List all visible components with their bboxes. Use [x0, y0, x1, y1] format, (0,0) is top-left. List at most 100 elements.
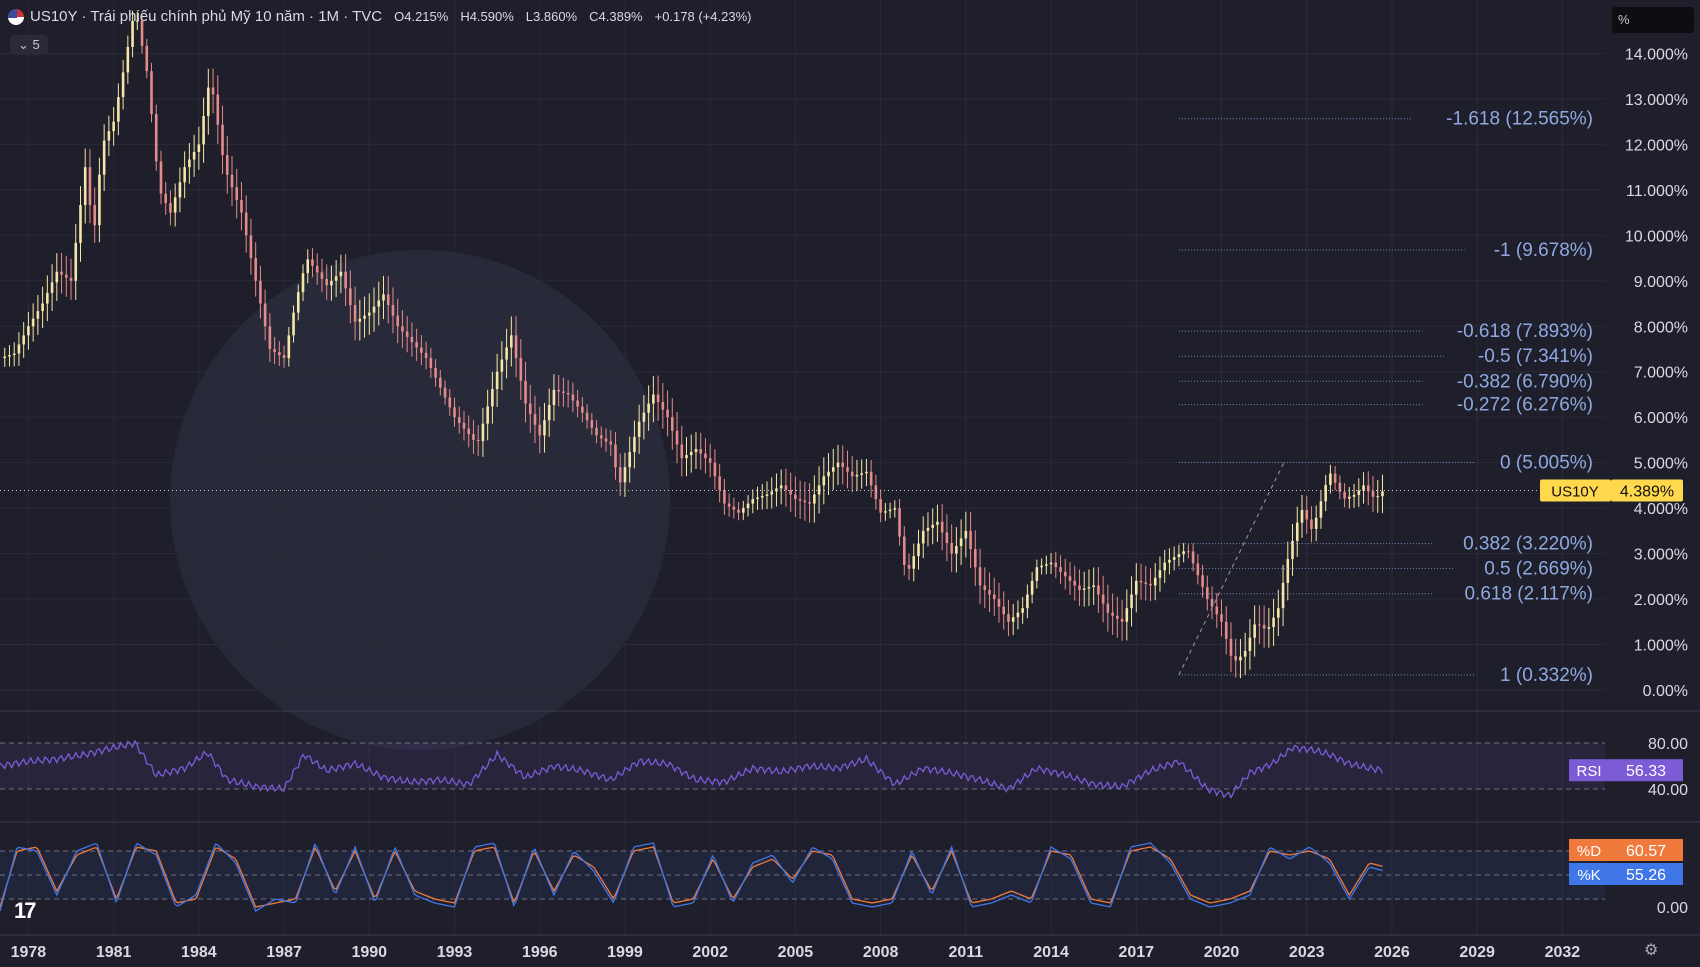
price-tick-label: 1.000%: [1634, 638, 1688, 655]
candle-body: [396, 315, 399, 327]
candle-body: [983, 585, 987, 590]
candle-body: [216, 94, 220, 125]
candle-body: [457, 417, 461, 423]
candle-body: [1191, 551, 1195, 564]
candle-body: [391, 305, 395, 316]
candle-body: [1158, 570, 1162, 578]
candle-body: [1054, 562, 1058, 568]
rsi-value-label: 56.33: [1626, 763, 1666, 780]
candle-body: [273, 349, 276, 353]
last-price-badge: [1611, 479, 1683, 502]
candle-body: [476, 439, 480, 442]
candle-body: [292, 312, 295, 336]
candle-body: [1063, 571, 1067, 577]
candle-body: [230, 174, 234, 188]
candle-body: [83, 167, 87, 206]
indicator-collapse-button[interactable]: ⌄ 5: [10, 35, 48, 55]
time-axis: 1978 1981 1984 1987 1990 1993 1996 1999 2002 2005…: [11, 944, 1581, 961]
candle-body: [372, 306, 376, 313]
candle-body: [315, 265, 319, 273]
candle-body: [1177, 554, 1181, 558]
candle-body: [907, 564, 911, 569]
candle-body: [656, 394, 660, 403]
candle-body: [1319, 501, 1323, 518]
candle-body: [98, 174, 101, 226]
candle-body: [410, 336, 414, 343]
candle-body: [685, 455, 688, 459]
candle-body: [278, 352, 281, 356]
candle-body: [1187, 551, 1190, 553]
candle-body: [145, 45, 149, 72]
fib-level-label: 0.5 (2.669%): [1484, 559, 1593, 580]
stoch-d-name: %D: [1577, 843, 1601, 860]
candle-body: [1210, 599, 1214, 607]
candle-body: [1059, 567, 1062, 572]
candle-body: [8, 355, 11, 357]
candle-body: [940, 521, 944, 533]
candle-body: [822, 476, 826, 486]
stoch-k-name: %K: [1577, 867, 1600, 884]
candle-body: [647, 403, 650, 413]
candle-body: [249, 235, 253, 259]
candle-body: [207, 87, 210, 116]
candle-body: [1016, 612, 1020, 618]
candle-body: [164, 193, 168, 204]
candle-body: [1168, 559, 1171, 563]
stoch-k-line: [0, 842, 1383, 912]
candle-body: [633, 436, 636, 453]
candle-body: [150, 71, 153, 115]
unit-box[interactable]: %: [1612, 7, 1694, 33]
candle-body: [486, 406, 489, 424]
time-tick-label: 2005: [778, 944, 814, 961]
grid: [0, 0, 1700, 936]
time-tick-label: 2023: [1289, 944, 1325, 961]
candle-body: [1206, 587, 1209, 600]
ohlc-close: C4.389%: [589, 9, 643, 24]
candle-body: [244, 212, 248, 236]
candle-body: [339, 271, 343, 277]
candle-body: [576, 400, 579, 407]
fib-level-label: -0.618 (7.893%): [1457, 321, 1593, 342]
candle-body: [349, 288, 352, 306]
candle-body: [41, 303, 44, 312]
candle-body: [1139, 580, 1143, 583]
candle-body: [798, 499, 802, 501]
candle-body: [22, 335, 25, 345]
candle-body: [1149, 583, 1152, 586]
candle-body: [296, 292, 300, 313]
candle-body: [1030, 580, 1034, 595]
price-tick-label: 6.000%: [1634, 410, 1688, 427]
candle-body: [770, 491, 774, 495]
candle-body: [401, 326, 404, 332]
candle-body: [1082, 588, 1086, 590]
candle-body: [1348, 496, 1351, 499]
candle-body: [448, 397, 452, 408]
candle-body: [1366, 485, 1370, 492]
candle-body: [760, 496, 764, 498]
candle-body: [879, 499, 882, 513]
candle-body: [367, 312, 371, 316]
candle-body: [831, 467, 835, 472]
candle-body: [121, 72, 125, 98]
watermark: [170, 250, 670, 750]
candle-body: [282, 355, 286, 359]
candle-body: [1281, 582, 1285, 609]
candle-body: [902, 536, 906, 565]
ohlc-low: L3.860%: [525, 9, 578, 24]
time-tick-label: 1990: [351, 944, 387, 961]
chart-title[interactable]: US10Y · Trái phiếu chính phủ Mỹ 10 năm ·…: [30, 8, 383, 25]
candle-body: [1248, 637, 1252, 651]
candle-body: [898, 508, 901, 537]
candle-body: [1371, 491, 1375, 497]
candle-body: [917, 543, 920, 557]
time-tick-label: 1993: [437, 944, 473, 961]
candle-body: [808, 502, 811, 504]
fib-level-label: -1.618 (12.565%): [1446, 109, 1593, 130]
settings-gear-icon[interactable]: ⚙: [1644, 942, 1659, 959]
candle-body: [543, 420, 546, 436]
candle-body: [1333, 473, 1337, 483]
candle-body: [1011, 617, 1015, 622]
stoch-k-value: 55.26: [1626, 867, 1666, 884]
